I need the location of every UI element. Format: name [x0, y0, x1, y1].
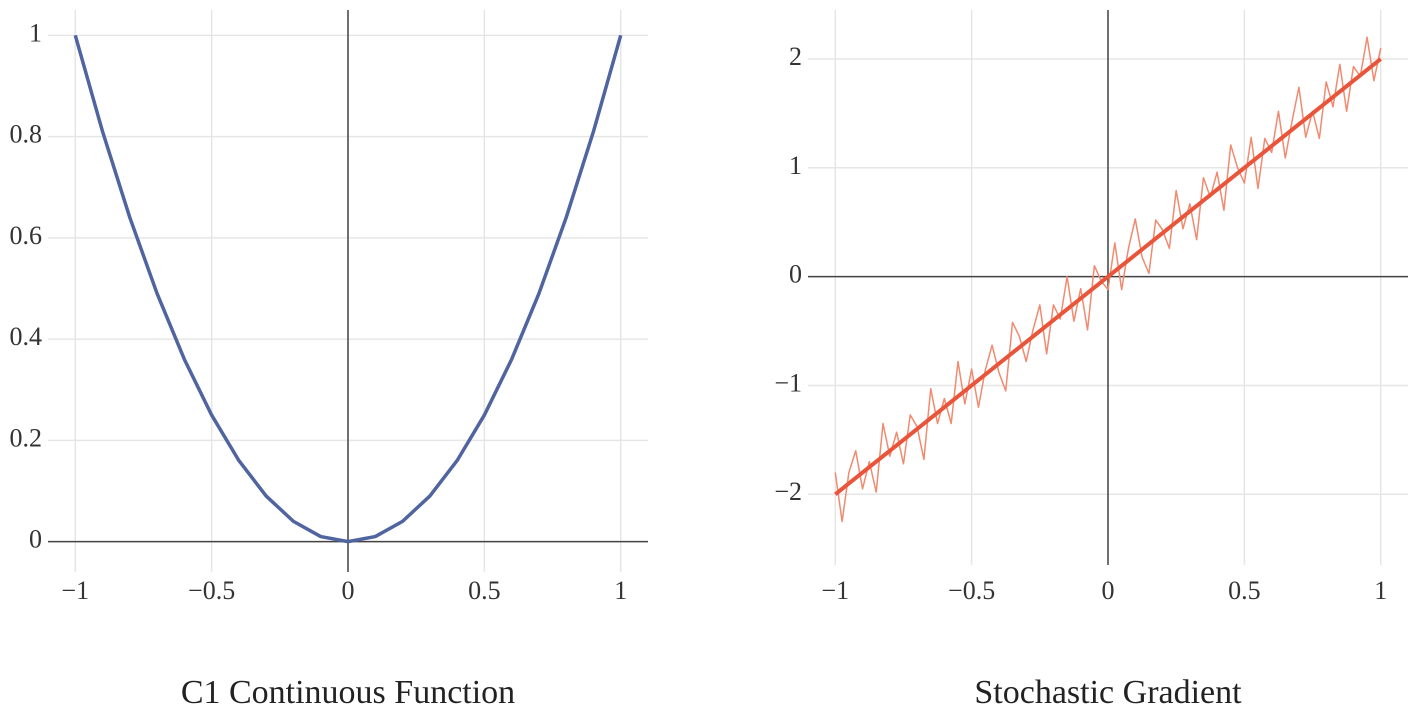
chart-title: C1 Continuous Function: [181, 674, 515, 711]
x-tick-label: −1: [61, 576, 89, 605]
x-tick-label: −1: [821, 576, 849, 605]
y-tick-label: −2: [774, 477, 802, 506]
x-tick-label: −0.5: [188, 576, 235, 605]
data-line: [73, 34, 623, 544]
x-tick-label: 0: [1102, 576, 1115, 605]
x-tick-label: 0: [342, 576, 355, 605]
y-tick-label: 1: [29, 18, 42, 47]
y-tick-label: 0.2: [10, 423, 43, 452]
y-tick-label: 2: [789, 42, 802, 71]
subplot: −1 −0.5 0 0.5 1 0 0.2 0.4 0.6 0.8 1 C1 Continuous F…: [10, 10, 648, 711]
y-tick-label: 0.4: [10, 322, 43, 351]
x-tick-label: −0.5: [948, 576, 995, 605]
x-tick-label: 0.5: [468, 576, 501, 605]
y-tick-label: 0.6: [10, 221, 43, 250]
chart-title: Stochastic Gradient: [974, 674, 1242, 711]
x-tick-label: 1: [614, 576, 627, 605]
y-tick-label: 0.8: [10, 120, 43, 149]
x-tick-label: 1: [1374, 576, 1387, 605]
y-tick-label: −1: [774, 368, 802, 397]
subplot: −1 −0.5 0 0.5 1 −2 −1 0 1 2 Stochastic Gradient: [774, 10, 1408, 711]
x-tick-label: 0.5: [1228, 576, 1261, 605]
y-tick-label: 1: [789, 151, 802, 180]
data-line: [834, 57, 1382, 496]
y-tick-label: 0: [789, 260, 802, 289]
y-tick-label: 0: [29, 525, 42, 554]
